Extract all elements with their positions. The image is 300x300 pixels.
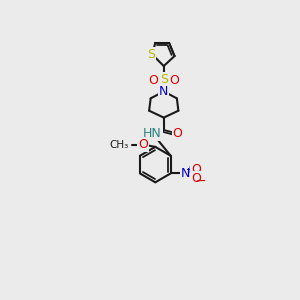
Text: O: O: [173, 127, 183, 140]
Text: O: O: [169, 74, 179, 87]
Text: HN: HN: [143, 127, 162, 140]
Text: S: S: [147, 48, 155, 61]
Text: −: −: [195, 175, 206, 188]
Text: CH₃: CH₃: [109, 140, 128, 150]
Text: +: +: [185, 165, 193, 175]
Text: N: N: [159, 85, 168, 98]
Text: S: S: [160, 73, 168, 85]
Text: O: O: [138, 138, 148, 151]
Text: N: N: [181, 167, 190, 180]
Text: O: O: [191, 163, 201, 176]
Text: O: O: [148, 74, 158, 87]
Text: O: O: [191, 172, 201, 185]
